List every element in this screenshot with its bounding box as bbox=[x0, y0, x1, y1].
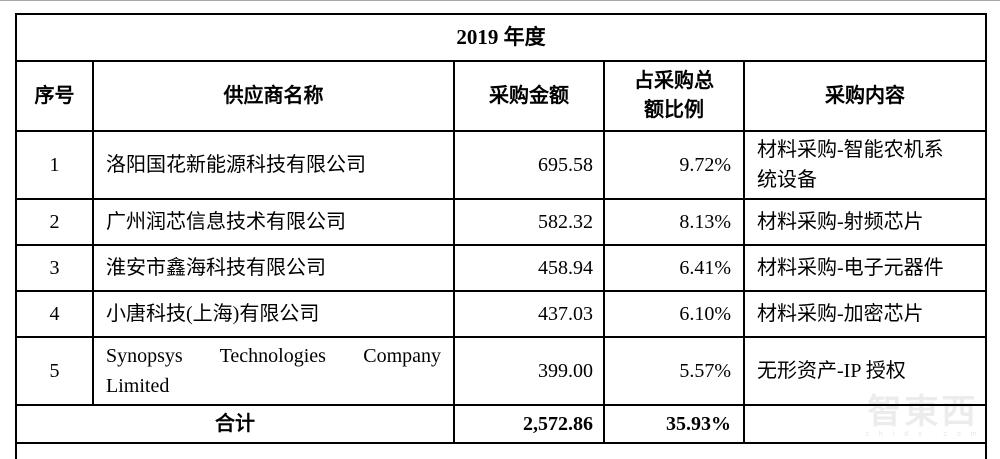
row-purchase-amount: 399.00 bbox=[453, 336, 605, 406]
row-pct-of-total: 6.10% bbox=[603, 290, 745, 338]
row-pct-of-total: 5.57% bbox=[603, 336, 745, 406]
table-row: 2 广州润芯信息技术有限公司 582.32 8.13% 材料采购-射频芯片 bbox=[15, 198, 987, 246]
row-purchase-amount: 582.32 bbox=[453, 198, 605, 246]
table-title-row: 2019 年度 bbox=[15, 13, 987, 62]
column-header-supplier-name: 供应商名称 bbox=[92, 60, 455, 132]
row-supplier-name: 小唐科技(上海)有限公司 bbox=[92, 290, 455, 338]
column-header-no: 序号 bbox=[15, 60, 94, 132]
row-purchase-amount: 695.58 bbox=[453, 130, 605, 200]
row-supplier-name: Synopsys Technologies Company Limited bbox=[92, 336, 455, 406]
table-partial-next-row bbox=[15, 443, 987, 459]
total-purchase-content-empty bbox=[743, 404, 987, 444]
row-purchase-content: 材料采购-电子元器件 bbox=[743, 244, 987, 292]
row-supplier-name: 淮安市鑫海科技有限公司 bbox=[92, 244, 455, 292]
row-purchase-content: 材料采购-智能农机系统设备 bbox=[743, 130, 987, 200]
row-pct-of-total: 6.41% bbox=[603, 244, 745, 292]
row-purchase-content: 材料采购-射频芯片 bbox=[743, 198, 987, 246]
supplier-procurement-table: 2019 年度 序号 供应商名称 采购金额 占采购总额比例 采购内容 1 洛阳国… bbox=[15, 13, 987, 459]
row-no: 2 bbox=[15, 198, 94, 246]
row-pct-of-total: 9.72% bbox=[603, 130, 745, 200]
column-header-pct-of-total: 占采购总额比例 bbox=[603, 60, 745, 132]
table-row: 4 小唐科技(上海)有限公司 437.03 6.10% 材料采购-加密芯片 bbox=[15, 290, 987, 338]
page-top-divider bbox=[0, 0, 1000, 1]
row-purchase-amount: 458.94 bbox=[453, 244, 605, 292]
row-no: 5 bbox=[15, 336, 94, 406]
total-label: 合计 bbox=[15, 404, 455, 444]
partial-row-cell bbox=[15, 443, 987, 459]
row-supplier-name: 广州润芯信息技术有限公司 bbox=[92, 198, 455, 246]
row-pct-of-total: 8.13% bbox=[603, 198, 745, 246]
table-row: 5 Synopsys Technologies Company Limited … bbox=[15, 336, 987, 406]
row-supplier-name: 洛阳国花新能源科技有限公司 bbox=[92, 130, 455, 200]
total-pct-of-total: 35.93% bbox=[603, 404, 745, 444]
column-header-pct-of-total-text: 占采购总额比例 bbox=[634, 70, 714, 121]
table-total-row: 合计 2,572.86 35.93% bbox=[15, 404, 987, 444]
row-no: 3 bbox=[15, 244, 94, 292]
table-row: 3 淮安市鑫海科技有限公司 458.94 6.41% 材料采购-电子元器件 bbox=[15, 244, 987, 292]
row-purchase-content: 无形资产-IP 授权 bbox=[743, 336, 987, 406]
column-header-purchase-amount: 采购金额 bbox=[453, 60, 605, 132]
table-header-row: 序号 供应商名称 采购金额 占采购总额比例 采购内容 bbox=[15, 60, 987, 132]
row-no: 1 bbox=[15, 130, 94, 200]
total-purchase-amount: 2,572.86 bbox=[453, 404, 605, 444]
row-purchase-amount: 437.03 bbox=[453, 290, 605, 338]
row-no: 4 bbox=[15, 290, 94, 338]
row-purchase-content: 材料采购-加密芯片 bbox=[743, 290, 987, 338]
table-row: 1 洛阳国花新能源科技有限公司 695.58 9.72% 材料采购-智能农机系统… bbox=[15, 130, 987, 200]
column-header-purchase-content: 采购内容 bbox=[743, 60, 987, 132]
table-title: 2019 年度 bbox=[15, 13, 987, 62]
